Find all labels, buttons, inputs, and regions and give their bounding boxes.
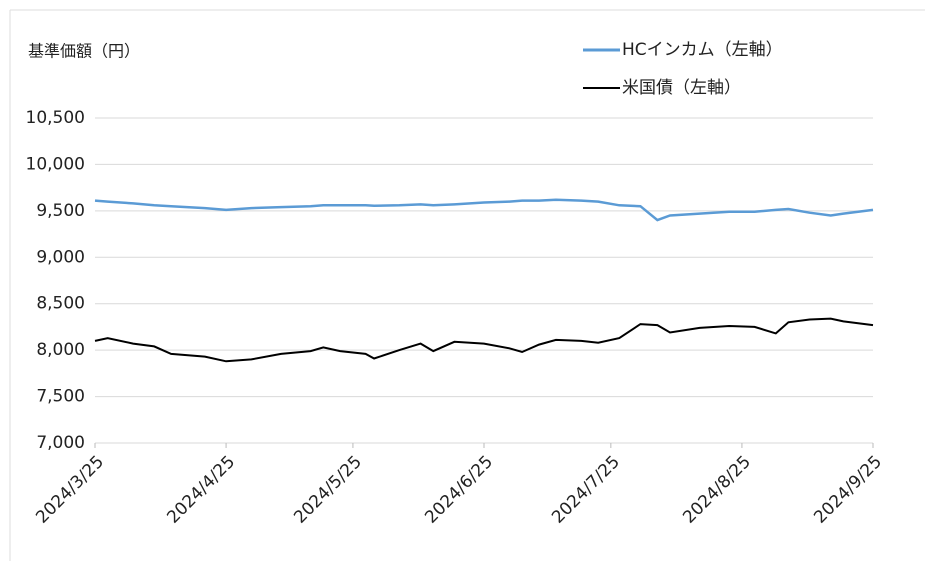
series-line (94, 317, 874, 363)
x-tick-label: 2024/3/25 (32, 452, 108, 528)
x-tick-label: 2024/7/25 (548, 452, 624, 528)
y-tick-label: 7,500 (36, 387, 85, 407)
y-tick-label: 7,000 (36, 433, 85, 453)
x-tick-label: 2024/9/25 (810, 452, 886, 528)
x-tick-label: 2024/4/25 (163, 452, 239, 528)
y-tick-label: 9,500 (36, 201, 85, 221)
y-tick-label: 9,000 (36, 247, 85, 267)
series-line (94, 198, 874, 222)
legend-label: 米国債（左軸） (622, 78, 741, 98)
x-tick-label: 2024/5/25 (290, 452, 366, 528)
y-axis-label: 基準価額（円） (28, 42, 140, 61)
y-tick-label: 8,000 (36, 340, 85, 360)
legend-label: HCインカム（左軸） (622, 40, 783, 60)
x-tick-label: 2024/8/25 (679, 452, 755, 528)
y-tick-label: 10,500 (26, 108, 85, 128)
y-tick-label: 8,500 (36, 294, 85, 314)
y-tick-label: 10,000 (26, 154, 85, 174)
x-tick-label: 2024/6/25 (421, 452, 497, 528)
